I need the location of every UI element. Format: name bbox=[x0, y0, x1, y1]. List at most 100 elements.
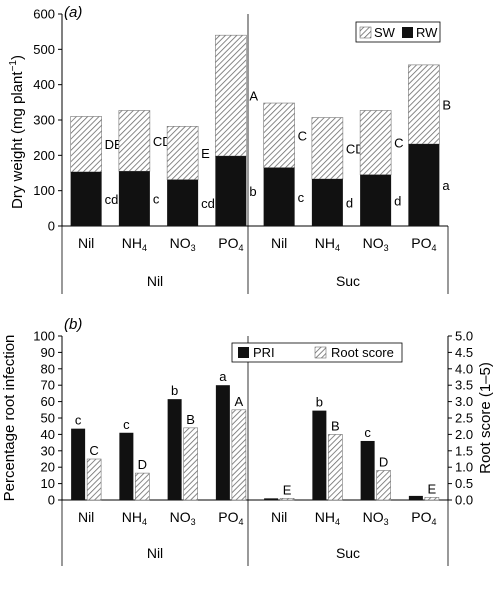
panel-b-right-y-tick-label: 2.5 bbox=[455, 411, 473, 426]
panel-a-y-tick-label: 200 bbox=[33, 148, 55, 163]
sw-significance-label: C bbox=[298, 128, 307, 143]
bar-rw bbox=[215, 156, 247, 226]
root-score-significance-label: B bbox=[186, 412, 195, 427]
panel-b-y-tick-label: 50 bbox=[41, 411, 55, 426]
panel-b-group-label-suc: Suc bbox=[336, 545, 360, 561]
root-score-significance-label: D bbox=[138, 457, 147, 472]
panel-a-y-tick-label: 600 bbox=[33, 7, 55, 22]
bar-sw bbox=[263, 102, 295, 169]
panel-a-y-tick-label: 500 bbox=[33, 42, 55, 57]
pri-significance-label: c bbox=[75, 413, 82, 428]
panel-b-legend: PRI Root score bbox=[231, 342, 403, 363]
bar-sw bbox=[408, 64, 440, 145]
bar-sw bbox=[166, 126, 199, 181]
root-score-significance-label: E bbox=[428, 481, 437, 496]
rw-significance-label: c bbox=[298, 190, 305, 205]
panel-b-label: (b) bbox=[64, 316, 82, 333]
panel-b-right-y-tick-label: 4.5 bbox=[455, 345, 473, 360]
panel-b-right-y-tick-label: 2.0 bbox=[455, 427, 473, 442]
panel-a-legend-box bbox=[355, 21, 441, 43]
sw-significance-label: C bbox=[394, 136, 403, 151]
bar-root-score bbox=[376, 470, 391, 501]
panel-a-category-label: NO3 bbox=[170, 235, 196, 253]
pri-significance-label: a bbox=[219, 369, 227, 384]
legend-label-root-score: Root score bbox=[331, 345, 394, 360]
rw-significance-label: d bbox=[346, 196, 353, 211]
bar-pri bbox=[408, 495, 423, 500]
panel-b-y-tick-label: 0 bbox=[48, 493, 55, 508]
rw-significance-label: d bbox=[394, 193, 401, 208]
panel-b-y-tick-label: 100 bbox=[33, 329, 55, 344]
legend-swatch-rw bbox=[402, 27, 413, 38]
sw-significance-label: DE bbox=[105, 137, 123, 152]
panel-a-y-tick-label: 400 bbox=[33, 77, 55, 92]
panel-b-y-tick-label: 60 bbox=[41, 394, 55, 409]
panel-b-category-label: NO3 bbox=[170, 509, 196, 527]
root-score-significance-label: A bbox=[235, 394, 244, 409]
rw-significance-label: c bbox=[153, 192, 160, 207]
legend-swatch-root-score bbox=[314, 346, 327, 359]
bar-pri bbox=[119, 432, 134, 500]
bar-root-score bbox=[328, 434, 343, 501]
sw-significance-label: B bbox=[442, 97, 451, 112]
panel-b-right-y-tick-label: 1.5 bbox=[455, 443, 473, 458]
bar-pri bbox=[71, 428, 86, 500]
rw-significance-label: b bbox=[249, 184, 256, 199]
bar-rw bbox=[167, 179, 199, 226]
panel-b-y-tick-label: 10 bbox=[41, 476, 55, 491]
bar-rw bbox=[408, 144, 440, 226]
sw-significance-label: E bbox=[201, 146, 210, 161]
bar-sw bbox=[359, 110, 392, 176]
panel-a-legend: SW RW bbox=[355, 21, 441, 43]
bar-root-score bbox=[424, 497, 440, 501]
bar-root-score bbox=[183, 427, 198, 501]
bar-pri bbox=[360, 440, 375, 500]
legend-label-sw: SW bbox=[374, 25, 396, 40]
panel-a-label: (a) bbox=[64, 4, 82, 21]
panel-a-group-label-nil: Nil bbox=[147, 273, 163, 289]
panel-a-category-label: Nil bbox=[78, 235, 94, 251]
panel-b-group-label-nil: Nil bbox=[147, 545, 163, 561]
bar-root-score bbox=[231, 409, 247, 501]
panel-a-y-tick-label: 100 bbox=[33, 183, 55, 198]
pri-significance-label: b bbox=[316, 395, 323, 410]
bar-sw bbox=[311, 117, 344, 180]
rw-significance-label: cd bbox=[105, 192, 119, 207]
bar-rw bbox=[263, 167, 295, 226]
panel-b-y-tick-label: 90 bbox=[41, 345, 55, 360]
panel-b-y-tick-label: 30 bbox=[41, 443, 55, 458]
bar-pri bbox=[312, 410, 327, 500]
bar-sw bbox=[215, 34, 247, 157]
legend-label-rw: RW bbox=[416, 25, 438, 40]
panel-b-category-label: NH4 bbox=[122, 509, 147, 527]
panel-b-category-label: PO4 bbox=[411, 509, 436, 527]
bar-rw bbox=[118, 171, 150, 226]
pri-significance-label: c bbox=[364, 425, 371, 440]
panel-a-y-tick-label: 300 bbox=[33, 113, 55, 128]
legend-label-pri: PRI bbox=[253, 345, 275, 360]
panel-b-y-axis-title: Percentage root infection bbox=[1, 335, 18, 502]
bar-pri bbox=[167, 399, 182, 500]
root-score-significance-label: B bbox=[331, 418, 340, 433]
panel-b-right-y-axis-title: Root score (1–5) bbox=[477, 362, 494, 474]
panel-b-right-y-tick-label: 1.0 bbox=[455, 460, 473, 475]
bar-rw bbox=[360, 174, 392, 226]
panel-a-category-label: NH4 bbox=[122, 235, 147, 253]
panel-b-right-y-tick-label: 5.0 bbox=[455, 329, 473, 344]
panel-b-right-y-tick-label: 3.0 bbox=[455, 394, 473, 409]
panel-b-right-y-tick-label: 4.0 bbox=[455, 361, 473, 376]
root-score-significance-label: C bbox=[89, 443, 98, 458]
bar-pri bbox=[264, 498, 279, 500]
panel-b-y-tick-label: 40 bbox=[41, 427, 55, 442]
panel-a-category-label: NO3 bbox=[363, 235, 389, 253]
legend-swatch-pri bbox=[238, 347, 249, 358]
panel-b-right-y-tick-label: 0.0 bbox=[455, 493, 473, 508]
panel-a-y-axis-title: Dry weight (mg plant−1) bbox=[8, 55, 26, 209]
chart-marks: 0100200300400500600DEcdNilCDcNH4EcdNO3Ab… bbox=[33, 7, 473, 528]
panel-b-category-label: Nil bbox=[271, 509, 287, 525]
panel-a-category-label: Nil bbox=[271, 235, 287, 251]
panel-b-y-tick-label: 20 bbox=[41, 460, 55, 475]
pri-significance-label: c bbox=[123, 417, 130, 432]
root-score-significance-label: E bbox=[283, 482, 292, 497]
